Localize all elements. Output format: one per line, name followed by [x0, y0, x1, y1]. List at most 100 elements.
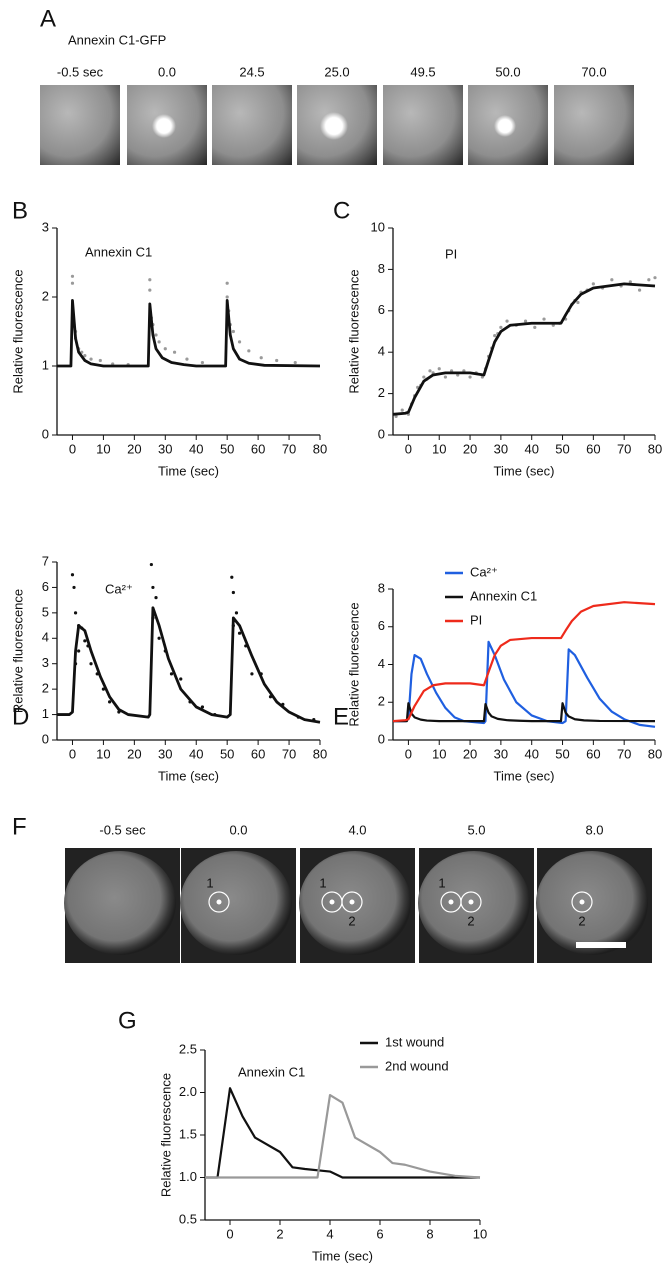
data-point: [628, 280, 632, 284]
y-tick-label: 6: [378, 302, 385, 317]
data-point: [231, 590, 235, 595]
data-point: [237, 631, 242, 635]
y-tick-label: 10: [371, 219, 385, 234]
data-point: [437, 367, 441, 371]
x-tick-label: 10: [432, 441, 446, 456]
data-point: [422, 375, 426, 379]
y-axis-label: Relative fluorescence: [346, 269, 361, 393]
x-tick-label: 60: [251, 441, 265, 456]
annotation: Ca²⁺: [105, 581, 133, 596]
data-point: [610, 278, 614, 282]
data-point: [591, 282, 595, 286]
x-tick-label: 20: [127, 746, 141, 761]
panel-letter: E: [333, 703, 349, 730]
y-tick-label: 4: [378, 344, 385, 359]
y-tick-label: 4: [378, 656, 385, 671]
data-point: [154, 596, 158, 600]
data-point: [493, 334, 497, 338]
data-point: [230, 575, 234, 579]
x-axis-label: Time (sec): [158, 463, 219, 478]
frame-label: -0.5 sec: [99, 822, 146, 837]
x-tick-label: 40: [189, 441, 203, 456]
frame-label: 49.5: [410, 64, 435, 79]
frame-label: 70.0: [581, 64, 606, 79]
data-point: [247, 349, 251, 353]
y-tick-label: 8: [378, 261, 385, 276]
y-tick-label: 0: [378, 426, 385, 441]
data-point: [98, 358, 102, 363]
frame-label: 5.0: [467, 822, 485, 837]
frame-image: [212, 85, 292, 165]
x-tick-label: 40: [189, 746, 203, 761]
x-tick-label: 20: [127, 441, 141, 456]
data-line: [392, 282, 656, 416]
data-point: [542, 317, 546, 321]
data-line: [393, 702, 656, 723]
y-tick-label: 5: [42, 604, 49, 619]
y-tick-label: 1: [42, 357, 49, 372]
x-tick-label: 80: [313, 746, 327, 761]
data-point: [89, 357, 93, 361]
data-point: [259, 356, 263, 360]
wound-label: 2: [467, 913, 474, 928]
y-tick-label: 0: [42, 731, 49, 746]
data-point: [231, 329, 235, 334]
frame-image: [554, 85, 634, 165]
x-tick-label: 4: [326, 1226, 333, 1241]
wound-spot: [349, 899, 355, 905]
data-point: [157, 340, 161, 344]
y-tick-label: 1: [42, 706, 49, 721]
data-point: [70, 573, 75, 577]
x-tick-label: 30: [158, 746, 172, 761]
y-tick-label: 3: [42, 219, 49, 234]
panel-letter: G: [118, 1007, 137, 1034]
data-line: [392, 601, 656, 723]
wound-spot: [448, 899, 454, 905]
data-point: [169, 672, 174, 676]
annotation: Annexin C1: [238, 1064, 305, 1079]
data-point: [179, 677, 183, 681]
data-point: [200, 360, 205, 365]
x-tick-label: 70: [282, 441, 296, 456]
frame-label: -0.5 sec: [57, 64, 104, 79]
data-point: [533, 325, 537, 329]
scale-bar: [576, 942, 626, 948]
y-tick-label: 1.5: [179, 1126, 197, 1141]
wound-blob: [494, 115, 516, 137]
x-tick-label: 10: [432, 746, 446, 761]
wound-blob: [152, 114, 176, 138]
cell: [418, 851, 530, 955]
data-point: [148, 288, 152, 292]
x-tick-label: 50: [555, 441, 569, 456]
wound-label: 2: [578, 913, 585, 928]
data-line: [205, 1093, 481, 1179]
x-axis-label: Time (sec): [312, 1248, 373, 1263]
panel-letter: A: [40, 5, 56, 32]
legend-label: PI: [470, 612, 482, 627]
x-tick-label: 60: [586, 746, 600, 761]
frame-label: 0.0: [229, 822, 247, 837]
wound-label: 2: [348, 913, 355, 928]
data-point: [275, 358, 279, 363]
data-line: [57, 299, 321, 368]
y-tick-label: 2: [42, 288, 49, 303]
data-point: [394, 414, 398, 418]
frame-label: 25.0: [324, 64, 349, 79]
data-point: [154, 333, 158, 337]
data-point: [72, 585, 76, 590]
data-point: [443, 375, 447, 379]
panel-letter: F: [12, 813, 27, 840]
frame-label: 50.0: [495, 64, 520, 79]
frame-label: 24.5: [239, 64, 264, 79]
y-tick-label: 2: [378, 694, 385, 709]
x-tick-label: 0: [69, 746, 76, 761]
data-line: [57, 606, 321, 724]
x-tick-label: 0: [69, 441, 76, 456]
panel-letter: C: [333, 197, 350, 224]
wound-spot: [216, 899, 222, 905]
y-axis-label: Relative fluorescence: [10, 589, 25, 713]
x-tick-label: 0: [405, 441, 412, 456]
x-tick-label: 30: [494, 441, 508, 456]
x-tick-label: 30: [494, 746, 508, 761]
y-tick-label: 0.5: [179, 1211, 197, 1226]
